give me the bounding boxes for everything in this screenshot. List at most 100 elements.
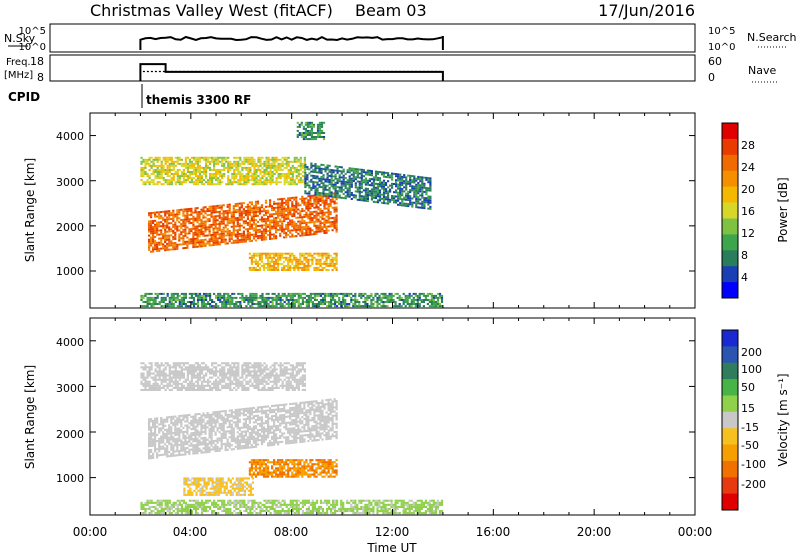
power-cell: [239, 183, 242, 186]
power-cell: [338, 296, 341, 299]
velocity-cell: [168, 455, 171, 458]
power-cell: [170, 244, 173, 247]
power-cell: [440, 305, 444, 308]
power-cell: [154, 296, 157, 299]
power-cell: [356, 198, 359, 201]
power-cell: [299, 252, 302, 255]
velocity-cell: [228, 421, 231, 424]
velocity-cell: [250, 407, 253, 410]
power-cell: [234, 229, 237, 232]
velocity-cell: [210, 444, 213, 447]
power-cell: [332, 299, 335, 301]
power-cell: [222, 240, 225, 243]
power-cell: [190, 209, 193, 212]
power-cell: [305, 227, 308, 230]
power-cell: [232, 211, 235, 214]
power-cell: [291, 292, 294, 295]
power-cell: [184, 242, 187, 245]
power-cell: [265, 173, 268, 175]
velocity-cell: [192, 427, 195, 430]
power-cell: [234, 233, 237, 236]
power-cell: [176, 160, 179, 163]
velocity-cell: [275, 416, 278, 419]
power-cell: [354, 168, 357, 171]
power-cell: [253, 299, 256, 301]
power-cell: [299, 220, 302, 223]
power-cell: [289, 252, 292, 255]
power-cell: [287, 215, 290, 218]
power-cell: [223, 169, 226, 171]
power-cell: [253, 175, 256, 178]
power-cell: [327, 221, 330, 224]
power-cell: [427, 195, 430, 198]
power-cell: [174, 244, 177, 246]
power-cell: [421, 206, 424, 209]
power-cell: [304, 178, 307, 180]
power-cell: [318, 185, 321, 188]
power-cell: [172, 215, 175, 218]
power-cell: [260, 264, 264, 267]
power-cell: [249, 160, 252, 163]
power-cell: [277, 214, 280, 217]
power-cell: [289, 166, 292, 169]
power-cell: [154, 183, 157, 186]
power-cell: [293, 254, 296, 257]
power-cell: [277, 181, 280, 184]
power-cell: [330, 191, 333, 194]
power-cell: [190, 292, 193, 295]
power-cell: [251, 303, 254, 305]
power-cell: [340, 180, 343, 183]
power-cell: [321, 301, 325, 303]
power-cell: [174, 164, 177, 167]
velocity-cell: [236, 419, 239, 422]
power-cell: [316, 171, 319, 174]
power-cell: [273, 181, 276, 184]
power-cell: [158, 217, 161, 220]
power-cell: [257, 181, 260, 184]
power-cell: [249, 171, 252, 173]
power-cell: [323, 219, 326, 222]
velocity-cell: [166, 438, 169, 441]
power-cell: [198, 181, 202, 184]
velocity-cell: [216, 439, 219, 442]
velocity-cell: [250, 417, 253, 420]
velocity-cell: [210, 432, 213, 435]
power-cell: [152, 242, 155, 245]
velocity-cell: [244, 409, 247, 412]
velocity-cell: [204, 447, 207, 450]
power-cell: [205, 303, 208, 305]
power-cell: [348, 187, 351, 190]
power-cell: [299, 303, 302, 305]
power-cell: [142, 166, 145, 169]
power-cell: [275, 223, 278, 225]
power-cell: [277, 252, 280, 255]
power-cell: [236, 210, 239, 213]
power-cell: [299, 305, 302, 308]
power-cell: [198, 177, 202, 180]
power-cell: [423, 190, 426, 193]
power-cell: [328, 305, 331, 308]
power-cell: [295, 158, 298, 161]
power-cell: [176, 179, 179, 182]
power-cell: [279, 198, 282, 201]
power-cell: [311, 221, 314, 224]
power-cell: [378, 303, 381, 305]
power-cell: [411, 185, 414, 188]
power-cell: [182, 239, 185, 242]
power-cell: [218, 221, 221, 223]
power-cell: [271, 179, 274, 182]
power-cell: [315, 202, 318, 205]
date-label: 17/Jun/2016: [598, 1, 695, 20]
power-cell: [162, 210, 165, 213]
power-cell: [321, 199, 324, 202]
power-cell: [344, 305, 347, 308]
velocity-cell: [273, 433, 276, 436]
power-cell: [196, 245, 199, 248]
power-cell: [150, 305, 153, 308]
power-cell: [313, 220, 316, 223]
power-cell: [198, 292, 202, 295]
power-cell: [425, 176, 428, 179]
power-cell: [364, 299, 367, 301]
power-cell: [269, 199, 272, 202]
velocity-cell: [182, 426, 185, 429]
